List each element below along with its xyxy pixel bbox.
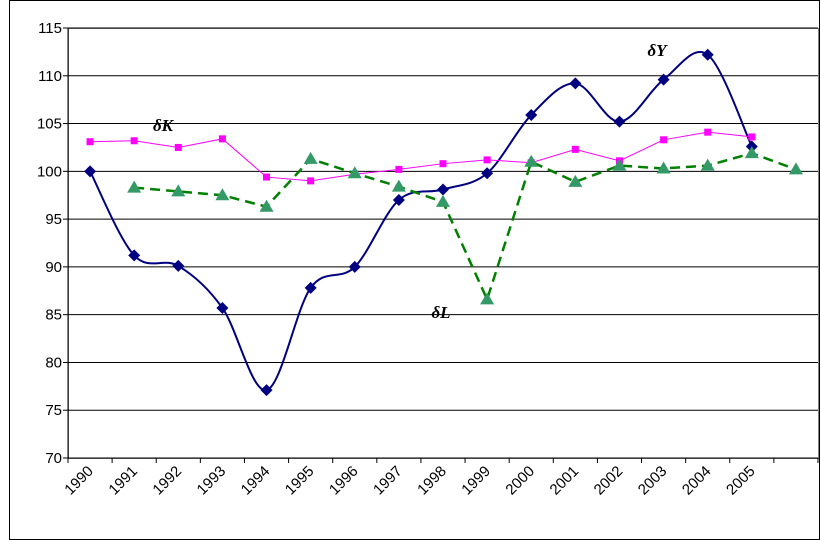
point: [480, 292, 495, 305]
point: [701, 48, 714, 61]
point: [218, 135, 226, 143]
point: [172, 259, 185, 272]
y-tick-label: 115: [38, 20, 62, 37]
series-line: [89, 51, 753, 392]
point: [704, 128, 712, 136]
point: [568, 174, 583, 187]
plot-area: [68, 28, 819, 459]
point: [656, 161, 671, 174]
y-tick-label: 110: [38, 68, 62, 85]
point: [174, 143, 182, 151]
annotation: δY: [647, 41, 668, 60]
annotation: δK: [153, 116, 175, 135]
point: [263, 173, 271, 181]
point: [571, 145, 579, 153]
point: [391, 179, 406, 192]
point: [130, 137, 138, 145]
y-tick-label: 95: [45, 211, 62, 228]
point: [392, 194, 405, 206]
point: [128, 249, 141, 262]
y-tick-label: 105: [37, 116, 62, 133]
point: [348, 260, 361, 273]
point: [304, 281, 317, 294]
point: [788, 162, 803, 175]
series-line: [134, 151, 797, 303]
point: [259, 199, 274, 212]
point: [215, 188, 230, 201]
point: [395, 165, 403, 173]
point: [260, 384, 273, 397]
point: [525, 108, 538, 121]
y-tick-label: 75: [45, 402, 62, 419]
point: [84, 165, 97, 178]
y-tick-label: 80: [45, 354, 62, 371]
point: [524, 154, 539, 167]
y-tick-label: 90: [45, 259, 62, 276]
y-tick-label: 100: [37, 163, 62, 180]
point: [436, 194, 450, 207]
series-line: [90, 131, 752, 182]
point: [700, 158, 715, 171]
y-tick-label: 70: [45, 450, 62, 467]
point: [216, 301, 229, 314]
point: [612, 158, 627, 171]
point: [307, 177, 315, 185]
point: [483, 156, 491, 164]
annotation: δL: [431, 303, 450, 322]
point: [439, 160, 447, 168]
point: [613, 115, 626, 128]
point: [481, 167, 494, 180]
point: [127, 180, 142, 193]
point: [569, 77, 582, 90]
point: [660, 136, 668, 144]
point: [171, 184, 186, 197]
point: [437, 183, 449, 196]
y-tick-label: 85: [45, 307, 62, 324]
point: [657, 73, 670, 86]
point: [86, 138, 94, 146]
point: [748, 133, 756, 141]
point: [303, 151, 318, 164]
point: [347, 166, 362, 179]
point: [744, 146, 759, 159]
